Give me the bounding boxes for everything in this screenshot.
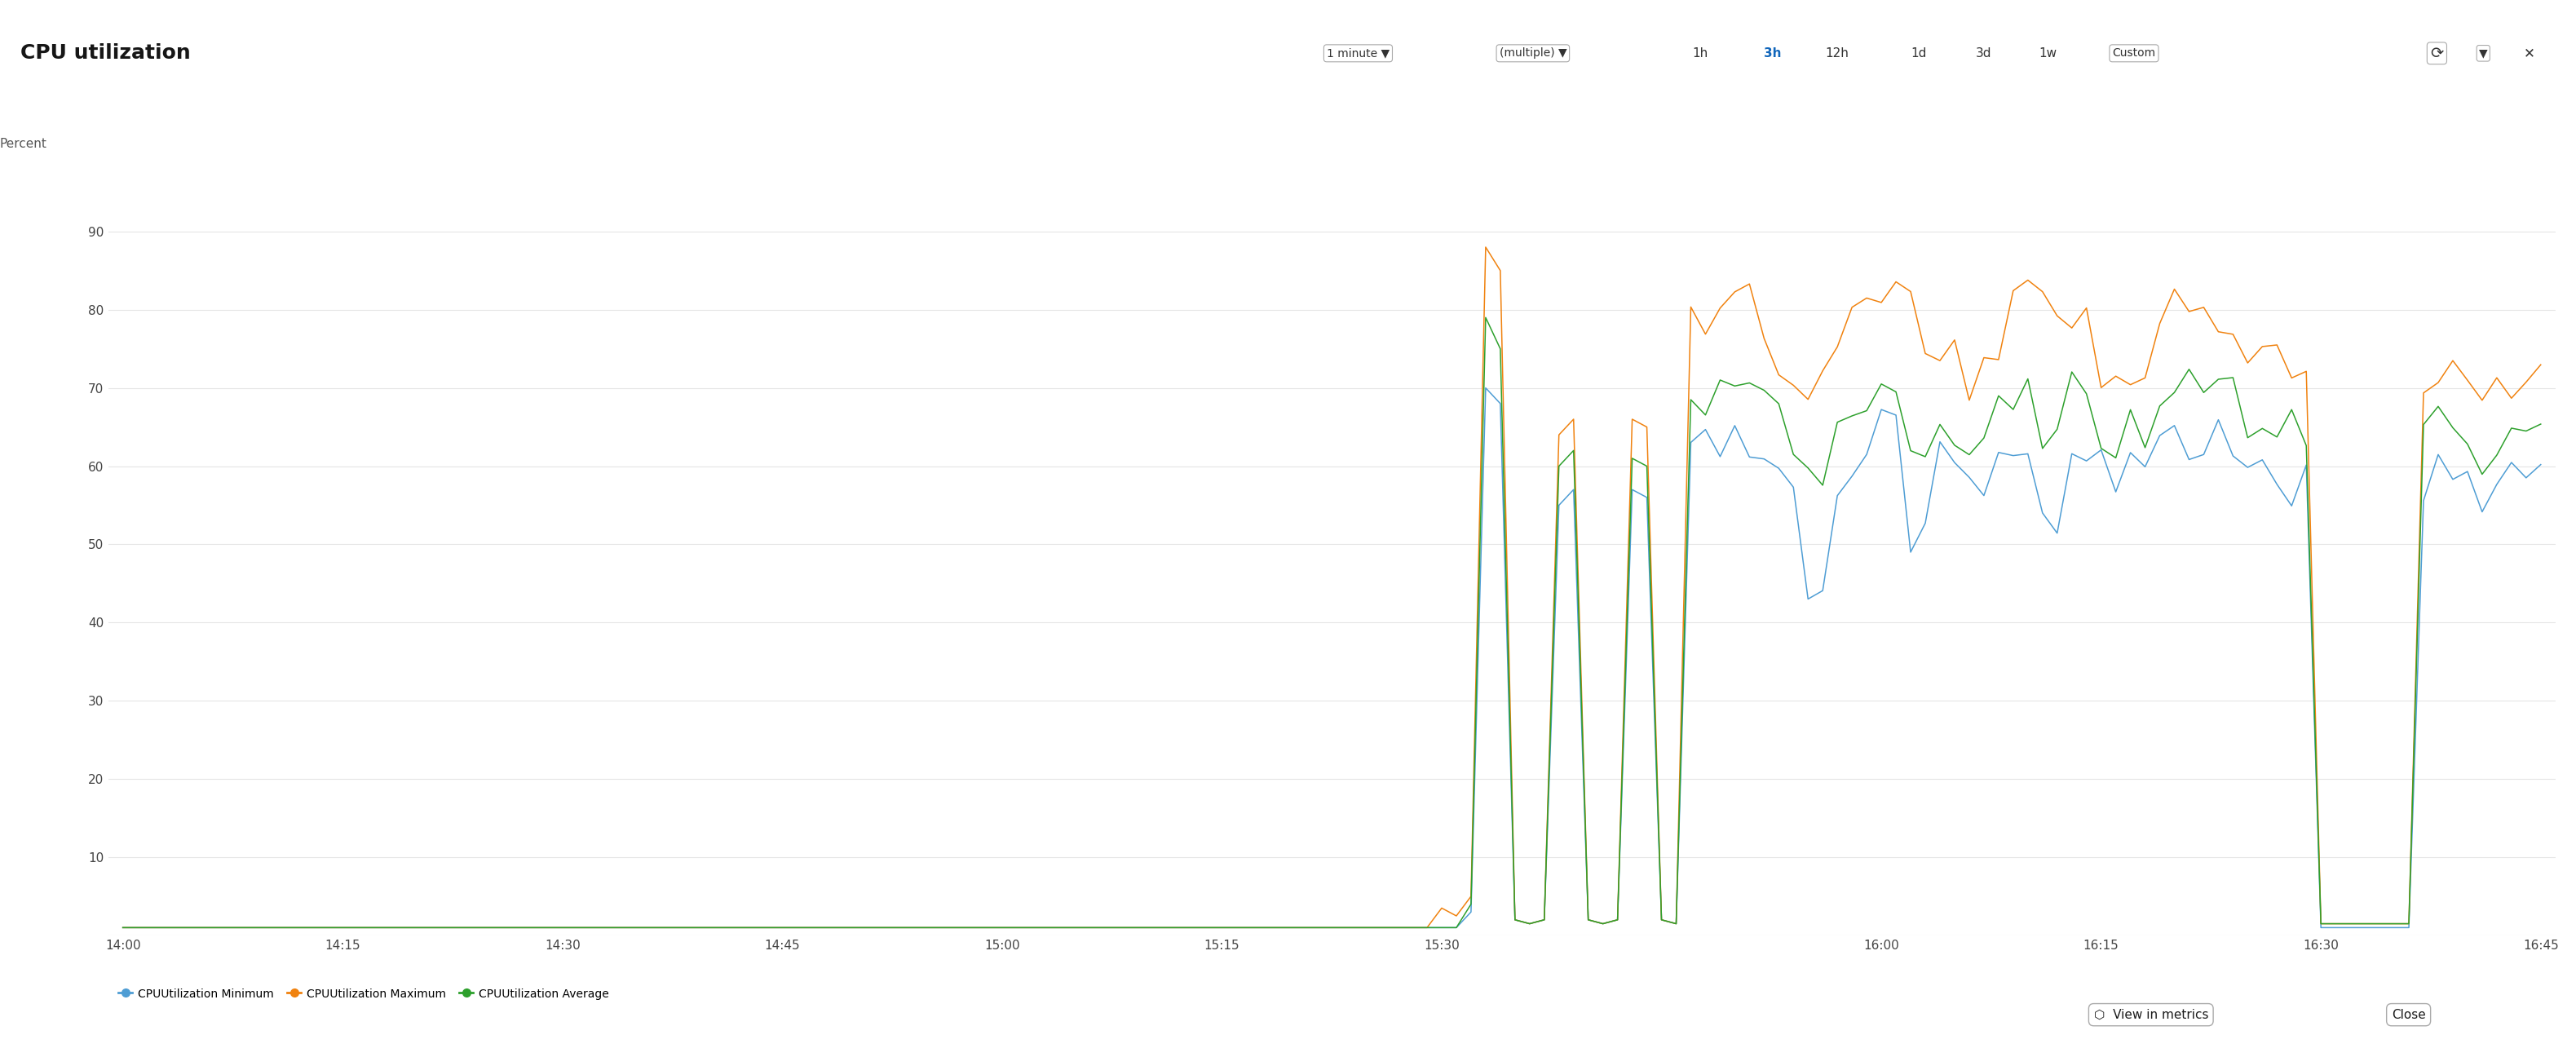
Text: 1 minute ▼: 1 minute ▼ — [1327, 48, 1388, 59]
Text: Close: Close — [2391, 1008, 2427, 1021]
Text: ⟳: ⟳ — [2429, 45, 2445, 61]
Text: ▼: ▼ — [2478, 48, 2488, 59]
Text: 12h: 12h — [1824, 48, 1850, 59]
Text: ✕: ✕ — [2524, 45, 2535, 60]
Text: 1d: 1d — [1911, 48, 1927, 59]
Y-axis label: Percent: Percent — [0, 137, 46, 150]
Text: 1w: 1w — [2038, 48, 2058, 59]
Text: 3d: 3d — [1976, 48, 1991, 59]
Text: CPU utilization: CPU utilization — [21, 43, 191, 63]
Text: Custom: Custom — [2112, 48, 2156, 59]
Legend: CPUUtilization Minimum, CPUUtilization Maximum, CPUUtilization Average: CPUUtilization Minimum, CPUUtilization M… — [113, 984, 613, 1004]
Text: 3h: 3h — [1765, 48, 1780, 59]
Text: ⬡  View in metrics: ⬡ View in metrics — [2094, 1008, 2208, 1021]
Text: 1h: 1h — [1692, 48, 1708, 59]
Text: (multiple) ▼: (multiple) ▼ — [1499, 48, 1566, 59]
